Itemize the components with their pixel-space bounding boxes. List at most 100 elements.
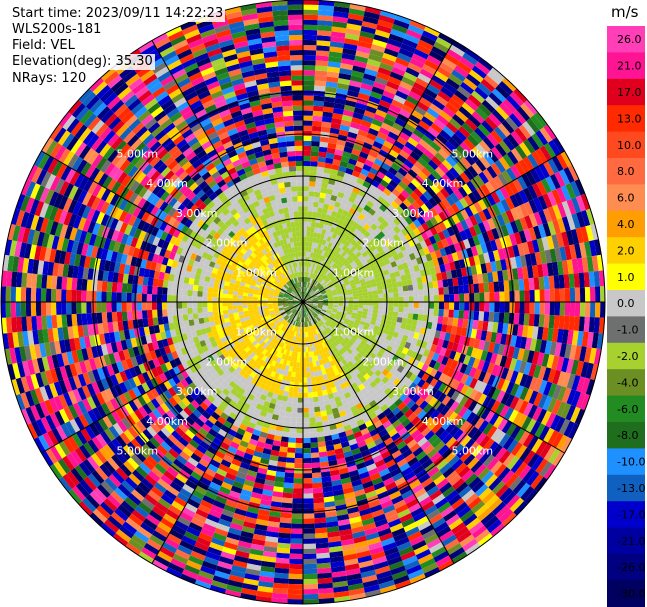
range-gate [472, 358, 481, 369]
range-gate [322, 274, 327, 280]
range-gate [332, 292, 338, 296]
range-gate [532, 183, 543, 198]
range-gate [287, 583, 303, 590]
range-gate [326, 292, 333, 296]
range-gate [431, 352, 440, 362]
range-gate [558, 418, 571, 435]
range-gate [292, 397, 298, 403]
range-gate [462, 52, 478, 66]
range-gate [460, 81, 475, 95]
range-gate [425, 342, 433, 351]
range-gate [573, 316, 580, 331]
range-gate [474, 61, 491, 75]
range-gate [396, 214, 405, 223]
range-gate [419, 355, 428, 364]
range-gate [437, 177, 448, 188]
range-gate [314, 222, 320, 229]
range-gate [303, 14, 319, 21]
range-gate [514, 205, 525, 219]
range-gate [432, 194, 442, 205]
range-gate [394, 326, 401, 334]
range-gate [321, 308, 327, 312]
range-gate [334, 201, 341, 208]
range-gate [395, 321, 402, 329]
range-gate [308, 272, 311, 278]
range-gate [392, 311, 399, 317]
range-gate [369, 167, 379, 176]
range-gate [357, 156, 367, 164]
range-gate [463, 138, 476, 151]
range-gate [564, 302, 571, 316]
range-gate [487, 341, 496, 353]
range-gate [451, 133, 464, 146]
range-gate [409, 57, 425, 69]
range-gate [512, 347, 520, 360]
range-gate [380, 94, 394, 105]
range-gate [341, 290, 348, 294]
range-gate [448, 294, 455, 302]
range-gate [350, 284, 357, 289]
range-gate [397, 167, 408, 177]
range-gate [567, 164, 579, 182]
range-gate [565, 404, 576, 421]
range-gate [317, 284, 322, 289]
range-gate [509, 358, 518, 371]
range-gate [474, 302, 480, 312]
range-gate [427, 126, 440, 138]
range-gate [359, 220, 367, 228]
range-gate [303, 488, 314, 494]
range-gate [310, 452, 320, 459]
range-gate [528, 213, 538, 228]
range-gate [384, 113, 397, 123]
range-gate [542, 222, 552, 237]
range-gate [477, 82, 492, 97]
range-gate [500, 392, 511, 405]
range-gate [424, 237, 432, 247]
range-gate [485, 262, 493, 273]
range-gate [353, 321, 360, 327]
range-gate [453, 242, 462, 253]
range-gate [437, 256, 445, 266]
range-gate [423, 149, 435, 160]
range-gate [356, 238, 364, 245]
range-gate [329, 215, 336, 223]
range-gate [346, 286, 352, 291]
range-gate [481, 231, 490, 243]
range-gate [409, 20, 426, 31]
range-gate [316, 166, 325, 173]
range-gate [442, 106, 456, 118]
range-gate [500, 333, 508, 345]
range-gate [309, 236, 314, 243]
range-gate [578, 316, 585, 332]
range-gate [304, 261, 308, 267]
range-gate [388, 192, 398, 201]
range-gate [455, 221, 465, 233]
range-gate [518, 189, 529, 204]
range-gate [366, 283, 373, 289]
range-gate [447, 278, 454, 287]
range-gate [368, 323, 375, 330]
range-gate [364, 176, 374, 185]
range-gate [505, 394, 515, 408]
range-gate [443, 294, 450, 302]
range-gate [546, 354, 555, 369]
range-gate [351, 70, 365, 79]
range-gate [337, 309, 343, 313]
range-gate [294, 382, 299, 388]
range-gate [471, 146, 484, 160]
range-gate [559, 302, 566, 316]
range-gate [593, 317, 600, 334]
range-gate [513, 313, 520, 325]
range-gate [317, 259, 322, 266]
range-gate [436, 190, 446, 202]
range-gate [368, 298, 374, 302]
range-gate [514, 372, 524, 386]
range-gate [338, 262, 345, 269]
range-gate [441, 271, 448, 280]
range-gate [378, 302, 384, 307]
range-gate [326, 279, 332, 285]
range-gate [325, 214, 332, 221]
range-gate [347, 18, 363, 26]
range-gate [306, 367, 311, 373]
range-gate [494, 126, 507, 141]
